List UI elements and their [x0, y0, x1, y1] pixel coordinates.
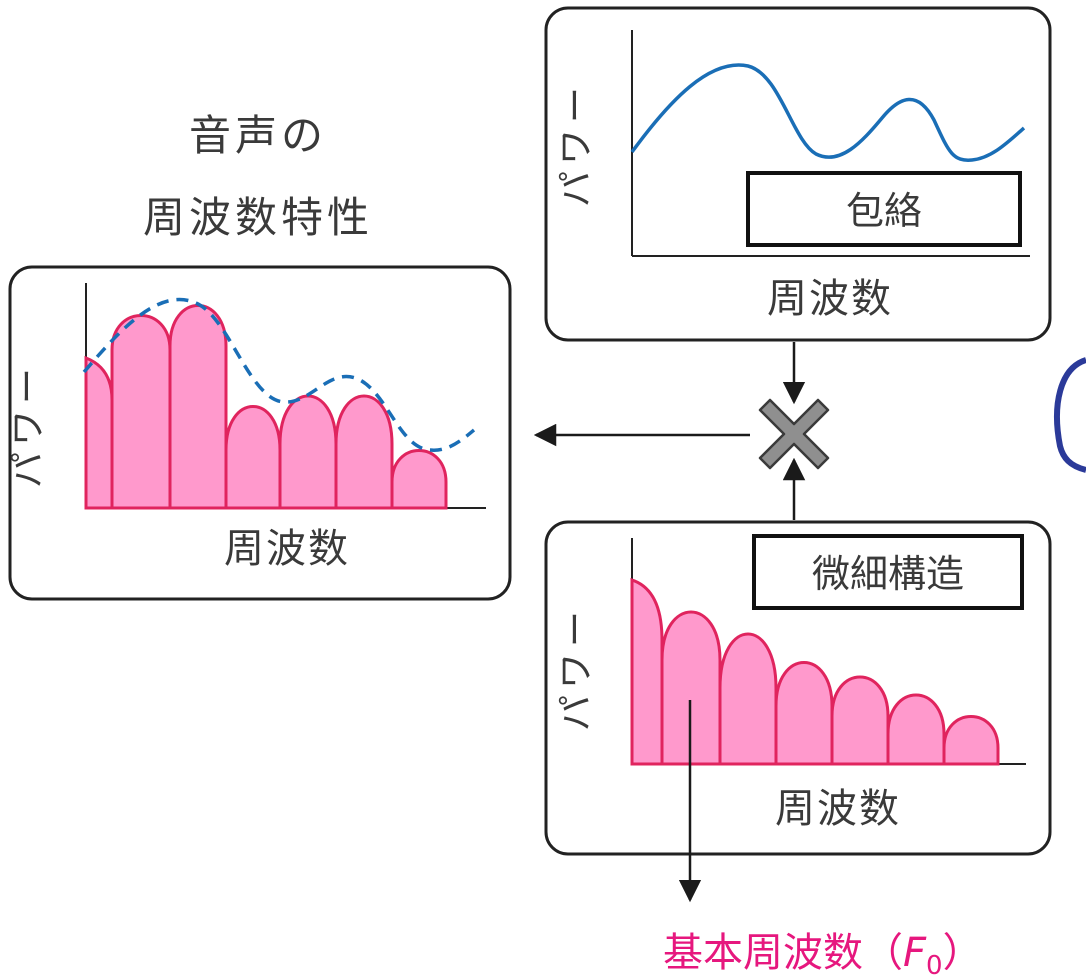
envelope-label-box: [746, 171, 1022, 247]
fine-harmonic-peak: [830, 675, 890, 766]
f0-output-label: 基本周波数（F0）: [663, 930, 983, 978]
combined-harmonic-peak: [334, 394, 394, 510]
fine-label-box: [752, 534, 1024, 610]
fine-harmonics: [630, 577, 1000, 766]
combined-harmonic-peak: [110, 314, 172, 510]
fine-harmonic-peak: [942, 715, 1000, 766]
fine-box-label: 微細構造: [812, 552, 964, 596]
fine-y-label: パワー: [556, 605, 597, 731]
envelope-box-label: 包絡: [846, 189, 922, 233]
combined-harmonic-peak: [168, 304, 228, 510]
envelope-x-label: 周波数: [767, 276, 893, 322]
combined-harmonic-peak: [84, 355, 114, 510]
envelope-dashed-overlay: [82, 297, 476, 452]
title-line-1: 音声の: [189, 111, 327, 160]
fine-harmonic-peak: [718, 632, 778, 766]
combined-y-label: パワー: [8, 362, 49, 488]
fine-harmonic-peak: [774, 661, 834, 766]
combined-x-label: 周波数: [224, 526, 350, 572]
envelope-curve: [630, 63, 1026, 162]
fine-harmonic-peak: [886, 693, 946, 766]
title-line-2: 周波数特性: [143, 193, 373, 242]
multiply-icon: [758, 398, 830, 470]
envelope-panel: 包絡 パワー 周波数: [544, 6, 1052, 342]
combined-harmonic-peak: [390, 449, 448, 510]
combined-spectrum-panel: パワー 周波数: [8, 265, 512, 601]
fine-harmonic-peak: [630, 577, 664, 766]
combined-harmonic-peak: [278, 394, 338, 510]
combined-harmonic-peak: [224, 405, 282, 510]
fine-harmonic-peak: [660, 610, 722, 766]
circle-fragment-icon: [1054, 357, 1086, 473]
envelope-y-label: パワー: [556, 81, 597, 207]
fine-structure-panel: 微細構造 パワー 周波数: [544, 520, 1052, 856]
fine-x-label: 周波数: [775, 786, 901, 832]
